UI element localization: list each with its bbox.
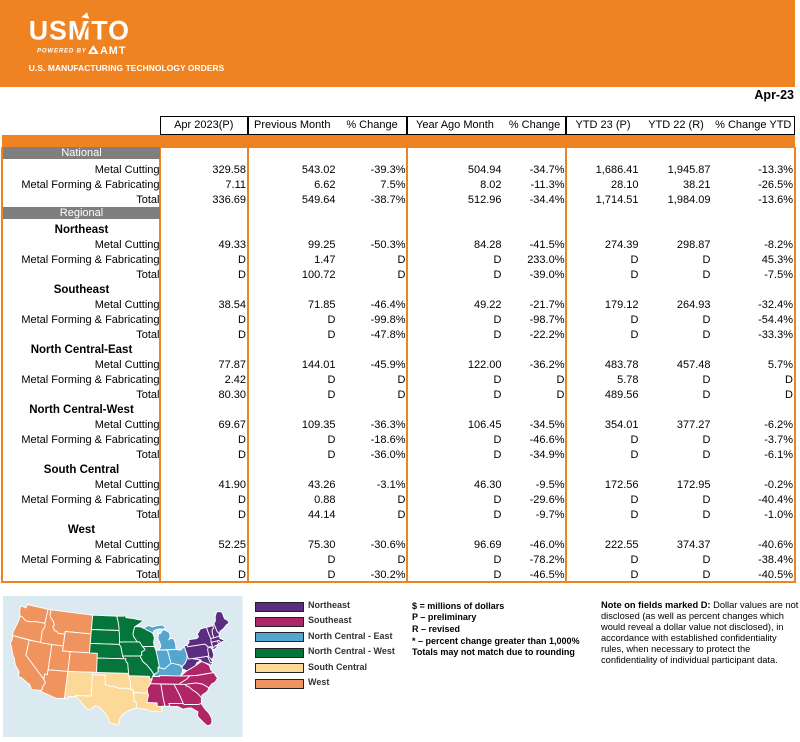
svg-text:U.S. MANUFACTURING TECHNOLOGY: U.S. MANUFACTURING TECHNOLOGY ORDERS	[29, 63, 225, 73]
svg-text:USMTO: USMTO	[29, 16, 130, 46]
svg-text:POWERED BY: POWERED BY	[37, 48, 87, 55]
svg-text:AMT: AMT	[100, 45, 126, 57]
